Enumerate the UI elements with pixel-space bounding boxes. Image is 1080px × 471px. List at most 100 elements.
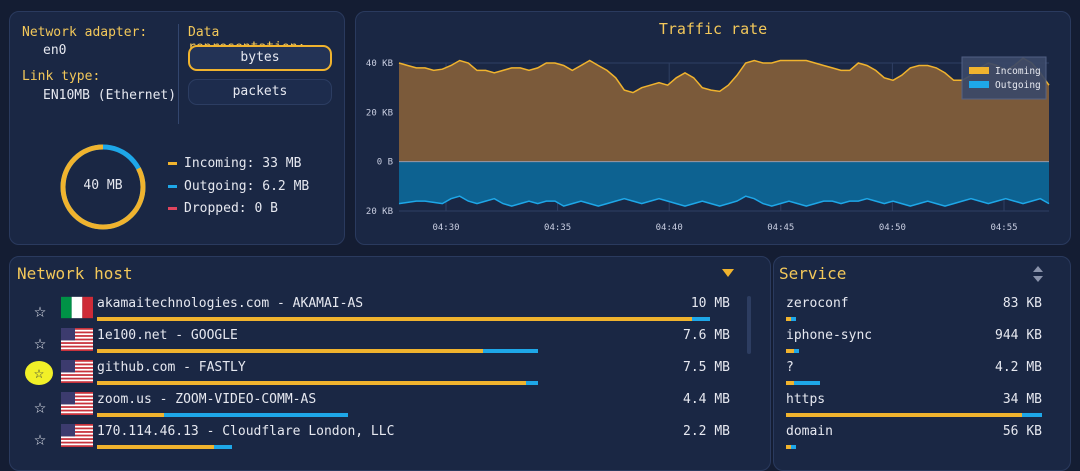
outgoing-bar xyxy=(794,381,820,385)
y-tick-label: 40 KB xyxy=(366,59,393,69)
flag-icon xyxy=(61,360,93,383)
incoming-bar xyxy=(786,381,794,385)
flag-icon xyxy=(61,296,93,319)
outgoing-bar xyxy=(791,317,796,321)
star-icon[interactable]: ☆ xyxy=(33,330,47,354)
service-size: 83 KB xyxy=(1002,296,1042,311)
outgoing-bar xyxy=(1022,413,1042,417)
legend-incoming: Incoming: 33 MB xyxy=(168,156,301,171)
y-tick-label: 20 KB xyxy=(366,108,393,118)
outgoing-bar xyxy=(214,445,232,449)
network-adapter-value: en0 xyxy=(43,43,67,58)
incoming-bar xyxy=(97,381,526,385)
x-tick-label: 04:45 xyxy=(767,223,794,233)
chart-areas xyxy=(398,57,1050,207)
incoming-bar xyxy=(786,317,791,321)
star-icon[interactable]: ☆ xyxy=(33,394,47,418)
host-row[interactable]: ☆ zoom.us - ZOOM-VIDEO-COMM-AS 4.4 MB xyxy=(24,390,736,422)
x-tick-label: 04:40 xyxy=(656,223,683,233)
legend-dropped-label: Dropped: 0 B xyxy=(184,201,278,216)
legend-entry: Incoming xyxy=(995,66,1041,77)
host-row[interactable]: ☆ akamaitechnologies.com - AKAMAI-AS 10 MB xyxy=(24,294,736,326)
star-icon[interactable]: ☆ xyxy=(25,361,53,385)
network-host-panel xyxy=(9,256,771,471)
service-row[interactable]: zeroconf 83 KB xyxy=(786,294,1042,326)
service-size: 4.2 MB xyxy=(995,360,1042,375)
outgoing-bar xyxy=(164,413,348,417)
host-name: github.com - FASTLY xyxy=(97,360,246,375)
link-type-value: EN10MB (Ethernet) xyxy=(43,88,177,103)
outgoing-swatch xyxy=(168,185,177,188)
legend-entry: Outgoing xyxy=(995,80,1041,91)
host-size: 2.2 MB xyxy=(683,424,730,439)
service-size: 34 MB xyxy=(1002,392,1042,407)
incoming-bar xyxy=(786,349,794,353)
service-size: 56 KB xyxy=(1002,424,1042,439)
network-host-title: Network host xyxy=(17,264,133,283)
outgoing-bar xyxy=(483,349,538,353)
x-tick-label: 04:35 xyxy=(544,223,571,233)
x-tick-label: 04:30 xyxy=(432,223,459,233)
chart-title: Traffic rate xyxy=(658,20,768,38)
service-name: iphone-sync xyxy=(786,328,873,343)
legend-outgoing: Outgoing: 6.2 MB xyxy=(168,179,309,194)
service-name: domain xyxy=(786,424,833,439)
service-row[interactable]: iphone-sync 944 KB xyxy=(786,326,1042,358)
service-row[interactable]: ? 4.2 MB xyxy=(786,358,1042,390)
traffic-chart: 40 KB 20 KB 0 B 20 KB 04:30 04:35 04:40 04:45 04… xyxy=(366,56,1050,233)
traffic-donut xyxy=(60,144,146,230)
bytes-button[interactable]: bytes xyxy=(188,45,332,71)
legend-box xyxy=(961,56,1047,100)
service-row[interactable]: domain 56 KB xyxy=(786,422,1042,454)
legend-dropped: Dropped: 0 B xyxy=(168,201,278,216)
incoming-bar xyxy=(97,445,214,449)
legend-swatch xyxy=(969,81,989,88)
flag-icon xyxy=(61,392,93,415)
legend-incoming-label: Incoming: 33 MB xyxy=(184,156,302,171)
service-row[interactable]: https 34 MB xyxy=(786,390,1042,422)
outgoing-bar xyxy=(794,349,799,353)
series-line-incoming xyxy=(398,57,1050,94)
chart-legend: Incoming Outgoing xyxy=(961,56,1047,100)
chart-ticks: 40 KB 20 KB 0 B 20 KB 04:30 04:35 04:40 04:45 04… xyxy=(366,59,1018,233)
flag-icon xyxy=(61,424,93,447)
sort-toggle-icon[interactable] xyxy=(1031,265,1045,283)
flag-icon xyxy=(61,328,93,351)
host-size: 7.5 MB xyxy=(683,360,730,375)
legend-outgoing-label: Outgoing: 6.2 MB xyxy=(184,179,310,194)
donut-total: 40 MB xyxy=(83,178,123,193)
host-name: 1e100.net - GOOGLE xyxy=(97,328,238,343)
host-size: 7.6 MB xyxy=(683,328,730,343)
host-scrollbar[interactable] xyxy=(747,296,751,354)
star-icon[interactable]: ☆ xyxy=(33,298,47,322)
service-size: 944 KB xyxy=(995,328,1042,343)
x-tick-label: 04:55 xyxy=(990,223,1017,233)
host-name: akamaitechnologies.com - AKAMAI-AS xyxy=(97,296,364,311)
sort-caret-icon[interactable] xyxy=(721,268,735,278)
y-tick-label: 0 B xyxy=(377,158,393,168)
service-name: ? xyxy=(786,360,794,375)
packets-button[interactable]: packets xyxy=(188,79,332,105)
outgoing-bar xyxy=(692,317,710,321)
host-size: 10 MB xyxy=(690,296,730,311)
divider xyxy=(178,24,179,124)
star-icon[interactable]: ☆ xyxy=(33,426,47,450)
host-name: zoom.us - ZOOM-VIDEO-COMM-AS xyxy=(97,392,317,407)
x-tick-label: 04:50 xyxy=(879,223,906,233)
network-adapter-label: Network adapter: xyxy=(22,25,148,40)
host-row[interactable]: ☆ 1e100.net - GOOGLE 7.6 MB xyxy=(24,326,736,358)
host-size: 4.4 MB xyxy=(683,392,730,407)
incoming-bar xyxy=(97,349,483,353)
incoming-bar xyxy=(97,317,692,321)
service-title: Service xyxy=(779,264,847,283)
incoming-swatch xyxy=(168,162,177,165)
host-name: 170.114.46.13 - Cloudflare London, LLC xyxy=(97,424,395,439)
host-row[interactable]: ☆ 170.114.46.13 - Cloudflare London, LLC 2… xyxy=(24,422,736,454)
incoming-bar xyxy=(97,413,164,417)
link-type-label: Link type: xyxy=(22,69,101,84)
service-name: https xyxy=(786,392,826,407)
dropped-swatch xyxy=(168,207,177,210)
incoming-bar xyxy=(786,445,791,449)
outgoing-bar xyxy=(791,445,796,449)
host-row[interactable]: ☆ github.com - FASTLY 7.5 MB xyxy=(24,358,736,390)
